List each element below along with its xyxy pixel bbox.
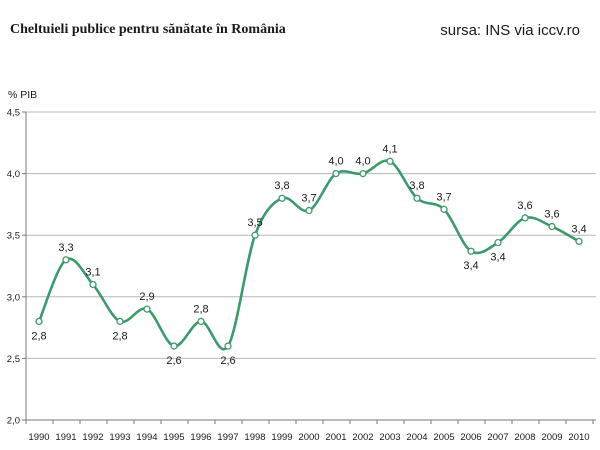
y-tick-label: 4,5	[7, 108, 20, 119]
data-point	[386, 157, 394, 165]
x-tick-label: 1994	[136, 432, 157, 443]
data-point	[62, 256, 70, 264]
data-point	[278, 194, 286, 202]
x-tick-label: 1995	[163, 432, 184, 443]
data-label: 4,0	[355, 156, 370, 168]
x-tick-label: 1991	[55, 432, 76, 443]
y-tick-label: 3,5	[7, 231, 20, 242]
data-label: 4,1	[382, 143, 397, 155]
data-label: 3,8	[409, 180, 424, 192]
data-point	[575, 237, 583, 246]
data-label: 2,9	[139, 291, 154, 303]
data-point	[467, 247, 475, 255]
data-label: 3,5	[247, 217, 262, 229]
y-tick-label: 3,0	[7, 292, 20, 303]
data-label: 3,4	[490, 252, 505, 264]
data-point	[413, 194, 421, 202]
x-tick-label: 2003	[379, 432, 400, 443]
data-point	[116, 317, 124, 326]
data-label: 3,7	[301, 193, 316, 205]
x-tick-label: 1998	[244, 432, 265, 443]
data-label: 3,7	[436, 191, 451, 203]
x-tick-label: 1997	[217, 432, 238, 443]
data-label: 3,1	[85, 266, 100, 278]
x-tick-labels: 1990 1991 1992 1993 1994 1995 1996 1997 1998 1999…	[28, 432, 589, 443]
x-tick-label: 2002	[352, 432, 373, 443]
data-point	[170, 342, 178, 350]
y-tick-label: 2,5	[7, 354, 20, 365]
data-label: 4,0	[328, 156, 343, 168]
data-label: 2,8	[31, 330, 46, 342]
y-axis-unit-label: % PIB	[8, 89, 37, 101]
gridlines	[22, 111, 596, 421]
data-point	[251, 231, 259, 239]
data-labels: 2,8 3,3 3,1 2,8 2,9 2,6 2,8 2,6 3,5 3,8 3,7 4,0 4,0 4…	[31, 143, 586, 367]
x-tick-label: 1999	[271, 432, 292, 443]
x-tick-label: 2005	[433, 432, 454, 443]
data-point	[89, 280, 97, 289]
chart-source: sursa: INS via iccv.ro	[440, 22, 580, 39]
data-label: 2,8	[193, 303, 208, 315]
data-label: 3,3	[58, 242, 73, 254]
data-label: 3,8	[274, 180, 289, 192]
y-tick-label: 4,0	[7, 169, 20, 180]
x-tick-label: 2007	[487, 432, 508, 443]
x-tick-label: 2008	[514, 432, 535, 443]
data-label: 3,6	[517, 200, 532, 212]
series-line	[37, 159, 580, 351]
data-point	[440, 205, 448, 213]
data-point	[494, 238, 502, 247]
series-health-spending	[37, 159, 580, 351]
x-tick-label: 1990	[28, 432, 49, 443]
y-tick-labels: 2,0 2,5 3,0 3,5 4,0 4,5	[7, 108, 20, 427]
data-label: 3,4	[463, 260, 478, 272]
data-label: 2,6	[220, 355, 235, 367]
data-point	[305, 206, 313, 215]
axes	[25, 112, 596, 424]
data-point	[143, 305, 151, 313]
x-tick-label: 1996	[190, 432, 211, 443]
x-tick-label: 2004	[406, 432, 427, 443]
data-label: 3,6	[544, 209, 559, 221]
data-point	[224, 342, 232, 350]
data-point	[359, 169, 367, 178]
y-tick-label: 2,0	[7, 416, 20, 427]
data-points	[35, 157, 583, 350]
x-tick-label: 2010	[568, 432, 589, 443]
data-label: 2,8	[112, 330, 127, 342]
x-tick-label: 1993	[109, 432, 130, 443]
x-tick-label: 1992	[82, 432, 103, 443]
data-point	[521, 214, 529, 222]
data-point	[197, 317, 205, 326]
data-point	[332, 169, 340, 178]
x-tick-label: 2000	[298, 432, 319, 443]
data-label: 3,4	[571, 223, 586, 235]
data-point	[35, 317, 43, 326]
x-tick-label: 2001	[325, 432, 346, 443]
chart-title: Cheltuieli publice pentru sănătate în Ro…	[10, 22, 286, 37]
x-tick-label: 2006	[460, 432, 481, 443]
data-label: 2,6	[166, 355, 181, 367]
data-point	[548, 222, 556, 231]
x-tick-label: 2009	[541, 432, 562, 443]
